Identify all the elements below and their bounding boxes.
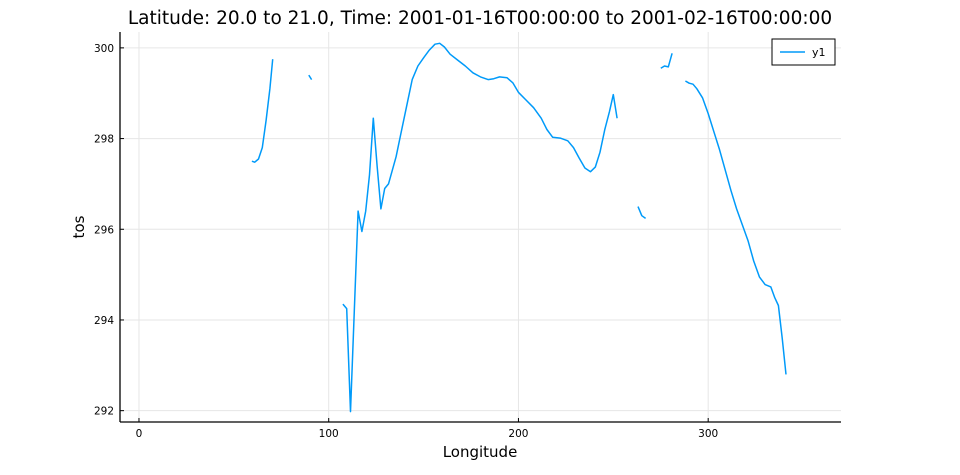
- y-tick-label: 298: [94, 134, 114, 146]
- y-tick-label: 292: [94, 406, 114, 418]
- x-tick-label: 300: [698, 428, 718, 440]
- series-y1: [251, 42, 787, 413]
- axes: [119, 32, 841, 423]
- legend-label-y1: y1: [812, 46, 826, 59]
- series-line-segment: [342, 42, 618, 413]
- series-line-segment: [251, 59, 274, 163]
- chart-title: Latitude: 20.0 to 21.0, Time: 2001-01-16…: [128, 8, 832, 29]
- y-axis-label: tos: [70, 215, 88, 238]
- y-tick-label: 296: [94, 224, 114, 236]
- series-line-segment: [685, 80, 787, 375]
- x-tick-label: 100: [319, 428, 339, 440]
- series-line-segment: [637, 206, 647, 220]
- legend: y1: [771, 38, 836, 66]
- x-tick-label: 0: [136, 428, 143, 440]
- series-line-segment: [660, 53, 673, 69]
- y-tick-label: 294: [94, 315, 114, 327]
- x-tick-label: 200: [508, 428, 528, 440]
- x-axis-label: Longitude: [443, 443, 518, 461]
- grid: [120, 32, 841, 422]
- ticks: 0 100 200 300 292 294 296 298 300: [94, 43, 718, 440]
- series-line-segment: [308, 74, 313, 80]
- y-tick-label: 300: [94, 43, 114, 55]
